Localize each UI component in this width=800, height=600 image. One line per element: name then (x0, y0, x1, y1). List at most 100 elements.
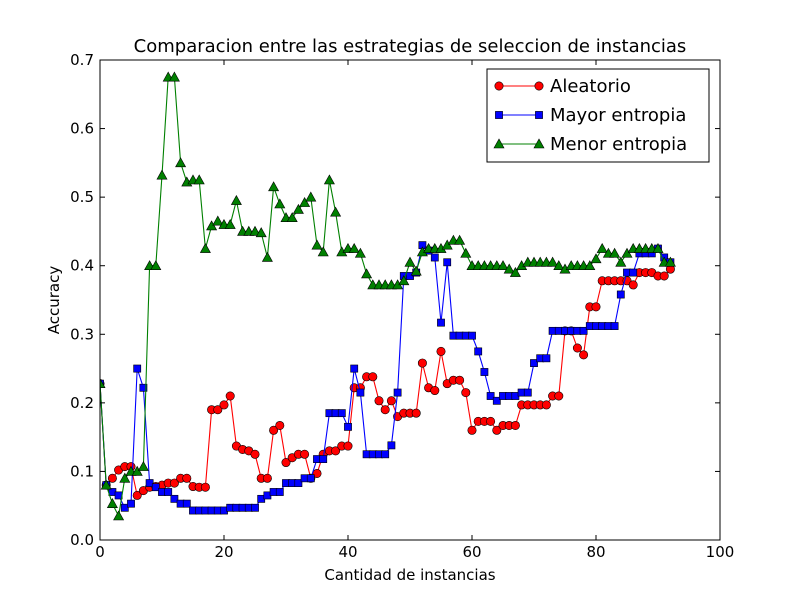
data-point (374, 396, 384, 406)
data-point (480, 368, 489, 376)
data-point (100, 378, 106, 388)
data-point (107, 473, 117, 483)
data-point (509, 266, 521, 277)
data-point (664, 256, 676, 267)
data-point (323, 174, 335, 185)
data-point (311, 239, 323, 250)
legend-marker (493, 138, 505, 149)
data-point (380, 405, 390, 415)
data-point (255, 227, 267, 238)
data-point (182, 499, 191, 508)
data-point (281, 458, 291, 468)
data-point (331, 446, 341, 456)
data-point (610, 322, 619, 330)
data-point (343, 441, 353, 451)
data-point (596, 242, 608, 253)
legend-label: Mayor entropia (550, 105, 686, 126)
series-group-menor-entropia (100, 71, 676, 521)
legend-marker (495, 111, 503, 119)
data-point (225, 391, 235, 401)
data-point (615, 256, 627, 267)
data-point (113, 510, 125, 521)
data-point (306, 474, 315, 483)
data-point (443, 258, 452, 267)
data-point (268, 181, 280, 192)
y-tick-label: 0.3 (70, 325, 94, 343)
data-point (133, 364, 142, 373)
data-point (145, 479, 154, 487)
legend-label: Aleatorio (550, 76, 631, 97)
legend-marker (494, 81, 504, 91)
data-point (317, 246, 329, 257)
data-point (486, 392, 495, 400)
x-tick-label: 80 (586, 543, 605, 561)
data-point (262, 473, 272, 483)
legend-marker (535, 111, 543, 119)
plot-frame (99, 59, 721, 541)
data-point (120, 503, 129, 512)
data-point (224, 218, 236, 229)
data-point (410, 265, 422, 276)
data-point (199, 242, 211, 253)
data-point (430, 253, 439, 262)
data-point (417, 358, 427, 368)
y-axis-label: Accuracy (45, 266, 63, 335)
data-point (510, 420, 520, 430)
data-point (212, 215, 224, 226)
data-point (659, 271, 669, 281)
data-point (219, 400, 229, 410)
y-tick-label: 0.2 (70, 394, 94, 412)
data-point (455, 375, 465, 385)
data-point (652, 242, 664, 253)
data-point (492, 396, 501, 405)
data-point (330, 206, 342, 217)
data-point (460, 247, 472, 258)
data-point (628, 280, 638, 290)
data-point (553, 260, 565, 271)
data-point (106, 498, 118, 508)
data-point (175, 157, 187, 168)
data-point (530, 359, 538, 367)
series-group-aleatorio (100, 264, 675, 500)
data-point (616, 290, 625, 299)
x-axis-label: Cantidad de instancias (324, 566, 495, 584)
data-point (381, 450, 390, 459)
plot-area: 0 20 40 60 80 100 0.0 0.1 0.2 0.3 0.4 0.5 0.6 0.7 (70, 51, 734, 561)
data-point (411, 408, 421, 418)
data-point (590, 253, 602, 264)
data-point (430, 386, 440, 396)
data-point (139, 383, 148, 392)
data-point (404, 256, 416, 267)
data-point (497, 260, 509, 271)
data-point (584, 260, 596, 271)
legend: Aleatorio Mayor entropia Menor entropia (486, 68, 710, 163)
data-point (250, 449, 260, 459)
data-point (523, 388, 532, 397)
data-point (393, 388, 402, 397)
data-point (398, 275, 410, 286)
data-point (169, 478, 179, 488)
data-point (572, 343, 582, 353)
data-point (150, 260, 162, 271)
x-tick-label: 0 (95, 543, 105, 561)
legend-marker (533, 138, 545, 149)
data-point (541, 400, 551, 410)
data-point (200, 482, 210, 492)
data-point (132, 490, 142, 500)
data-point (474, 347, 483, 356)
data-point (436, 346, 446, 356)
data-point (354, 247, 366, 258)
x-tick-label: 20 (214, 543, 233, 561)
data-point (368, 372, 378, 382)
data-point (554, 391, 564, 401)
data-point (337, 409, 346, 418)
x-tick-label: 40 (338, 543, 357, 561)
data-point (486, 416, 496, 426)
data-point (213, 405, 223, 415)
data-point (461, 388, 471, 398)
data-point (100, 479, 112, 490)
data-point (305, 191, 317, 202)
y-tick-label: 0.7 (70, 51, 94, 69)
